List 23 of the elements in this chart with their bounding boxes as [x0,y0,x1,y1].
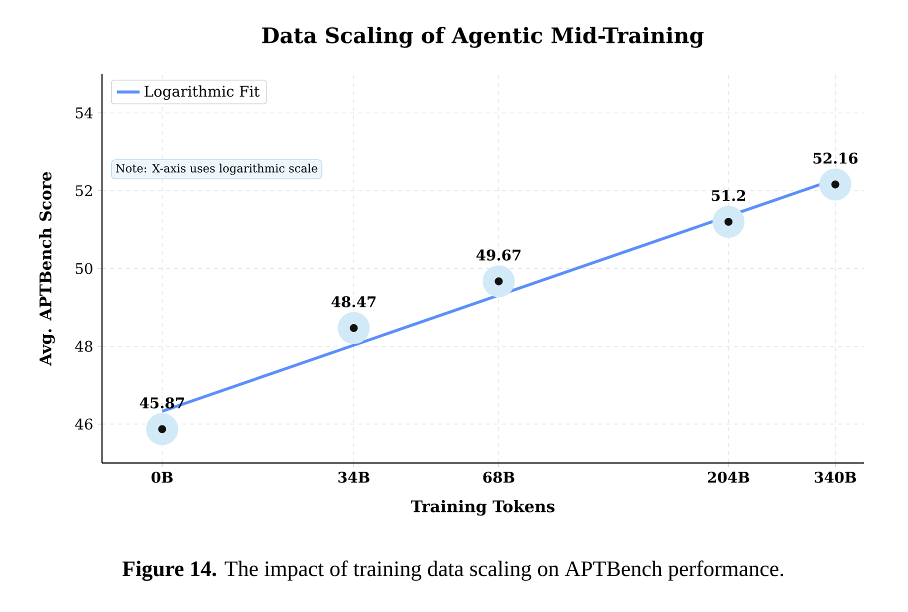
data-label: 49.67 [476,250,520,261]
x-tick-label: 340B [814,472,856,483]
point [146,413,178,446]
y-tick-label: 46 [75,418,92,430]
y-tick-label: 50 [76,262,92,274]
x-tick-label: 0B [152,472,173,483]
chart-title: Data Scaling of Agentic Mid-Training [262,26,704,48]
annotation: Note: X-axis uses logarithmic scale [116,164,318,175]
x-tick-label: 204B [708,472,750,483]
x-axis-title: Training Tokens [411,500,555,516]
data-label: 45.87 [140,397,184,408]
x-tick-label: 68B [483,472,514,483]
data-label: 51.2 [712,190,746,202]
y-tick-label: 52 [76,185,92,196]
data-label: 52.16 [814,152,858,164]
legend-label: Logarithmic Fit [144,85,260,100]
data-label: 48.47 [331,296,376,308]
x-tick-label: 34B [338,472,370,483]
y-tick-label: 48 [75,340,92,352]
point [482,265,515,298]
y-axis-title: Avg. APTBench Score [39,172,55,366]
y-tick-label: 54 [76,107,93,118]
text: Figure 14. The impact of training data scaling on APTBench performance. [122,560,784,581]
